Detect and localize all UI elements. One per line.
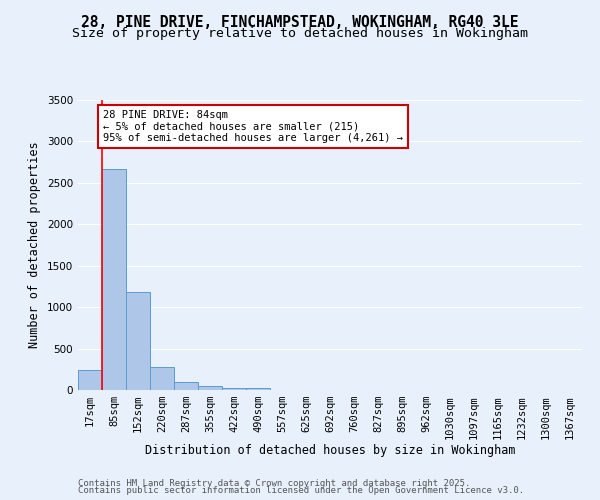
Text: Contains public sector information licensed under the Open Government Licence v3: Contains public sector information licen… <box>78 486 524 495</box>
X-axis label: Distribution of detached houses by size in Wokingham: Distribution of detached houses by size … <box>145 444 515 457</box>
Text: 28, PINE DRIVE, FINCHAMPSTEAD, WOKINGHAM, RG40 3LE: 28, PINE DRIVE, FINCHAMPSTEAD, WOKINGHAM… <box>81 15 519 30</box>
Bar <box>198 386 222 390</box>
Text: Size of property relative to detached houses in Wokingham: Size of property relative to detached ho… <box>72 28 528 40</box>
Y-axis label: Number of detached properties: Number of detached properties <box>28 142 41 348</box>
Bar <box>246 388 270 390</box>
Bar <box>222 388 246 390</box>
Bar <box>126 292 150 390</box>
Bar <box>150 367 174 390</box>
Text: 28 PINE DRIVE: 84sqm
← 5% of detached houses are smaller (215)
95% of semi-detac: 28 PINE DRIVE: 84sqm ← 5% of detached ho… <box>103 110 403 143</box>
Bar <box>174 382 198 390</box>
Bar <box>78 370 102 390</box>
Bar <box>102 169 126 390</box>
Text: Contains HM Land Registry data © Crown copyright and database right 2025.: Contains HM Land Registry data © Crown c… <box>78 478 470 488</box>
